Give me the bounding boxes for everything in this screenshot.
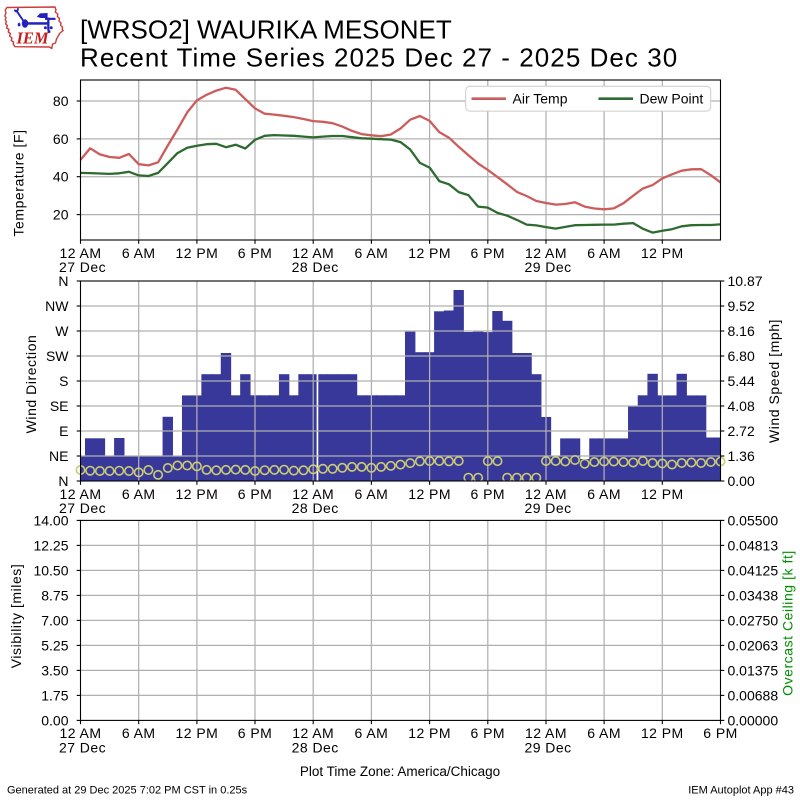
svg-text:6.80: 6.80 [728,348,755,364]
svg-text:12 PM: 12 PM [408,486,451,502]
svg-text:0.00: 0.00 [41,712,68,728]
svg-text:10.50: 10.50 [33,562,68,578]
svg-text:6 AM: 6 AM [355,725,389,741]
svg-text:0.01375: 0.01375 [728,662,779,678]
svg-text:N: N [58,273,68,289]
svg-text:1.36: 1.36 [728,448,755,464]
svg-text:N: N [58,473,68,489]
svg-text:28 Dec: 28 Dec [292,500,339,516]
svg-text:9.52: 9.52 [728,298,755,314]
svg-text:[WRSO2] WAURIKA MESONET: [WRSO2] WAURIKA MESONET [80,15,452,45]
svg-text:12 PM: 12 PM [641,725,684,741]
svg-text:Air Temp: Air Temp [513,91,568,107]
svg-text:29 Dec: 29 Dec [524,500,571,516]
svg-text:12 PM: 12 PM [641,245,684,261]
svg-text:0.00688: 0.00688 [728,687,779,703]
svg-text:Dew Point: Dew Point [640,91,704,107]
svg-text:29 Dec: 29 Dec [524,739,571,755]
svg-text:Overcast Ceiling [k ft]: Overcast Ceiling [k ft] [780,550,796,696]
svg-text:10.87: 10.87 [728,273,763,289]
svg-text:3.50: 3.50 [41,662,68,678]
svg-text:IEM Autoplot App #43: IEM Autoplot App #43 [688,785,794,797]
svg-text:12 PM: 12 PM [176,725,219,741]
svg-text:28 Dec: 28 Dec [292,259,339,275]
svg-text:6 PM: 6 PM [471,486,505,502]
svg-text:E: E [59,423,68,439]
svg-text:Plot Time Zone: America/Chicag: Plot Time Zone: America/Chicago [300,764,500,779]
svg-text:6 AM: 6 AM [122,725,156,741]
svg-text:27 Dec: 27 Dec [59,259,106,275]
svg-text:6 PM: 6 PM [471,245,505,261]
svg-text:Recent Time Series 2025 Dec 27: Recent Time Series 2025 Dec 27 - 2025 De… [80,43,678,73]
svg-text:8.16: 8.16 [728,323,755,339]
svg-text:Temperature [F]: Temperature [F] [11,129,27,236]
svg-text:6 PM: 6 PM [703,725,737,741]
svg-text:20: 20 [53,207,69,223]
svg-text:12 PM: 12 PM [641,486,684,502]
svg-text:Wind Speed [mph]: Wind Speed [mph] [766,319,782,443]
svg-text:1.75: 1.75 [41,687,68,703]
svg-text:0.02063: 0.02063 [728,637,779,653]
svg-text:12 AM: 12 AM [525,725,567,741]
svg-text:29 Dec: 29 Dec [524,259,571,275]
svg-text:6 AM: 6 AM [587,725,621,741]
svg-text:0.00: 0.00 [728,473,755,489]
svg-text:6 PM: 6 PM [238,486,272,502]
svg-text:60: 60 [53,131,69,147]
svg-text:12.25: 12.25 [33,537,68,553]
svg-text:12 AM: 12 AM [525,245,567,261]
svg-text:S: S [59,373,68,389]
svg-text:6 PM: 6 PM [238,725,272,741]
svg-text:6 AM: 6 AM [355,486,389,502]
svg-text:0.00000: 0.00000 [728,712,779,728]
svg-text:0.04125: 0.04125 [728,562,779,578]
svg-text:12 AM: 12 AM [525,486,567,502]
svg-text:40: 40 [53,169,69,185]
svg-text:12 AM: 12 AM [292,245,334,261]
svg-text:6 AM: 6 AM [587,245,621,261]
svg-text:12 PM: 12 PM [176,486,219,502]
svg-text:12 AM: 12 AM [60,725,102,741]
svg-text:NE: NE [49,448,68,464]
svg-text:28 Dec: 28 Dec [292,739,339,755]
svg-text:0.04813: 0.04813 [728,537,779,553]
svg-text:6 AM: 6 AM [122,486,156,502]
svg-text:NW: NW [45,298,69,314]
svg-text:SE: SE [50,398,69,414]
svg-text:6 PM: 6 PM [238,245,272,261]
svg-text:5.25: 5.25 [41,637,68,653]
svg-text:6 AM: 6 AM [355,245,389,261]
svg-text:Wind Direction: Wind Direction [23,335,39,434]
svg-text:W: W [55,323,69,339]
svg-text:6 AM: 6 AM [122,245,156,261]
svg-text:12 AM: 12 AM [292,486,334,502]
svg-text:12 AM: 12 AM [60,486,102,502]
svg-text:27 Dec: 27 Dec [59,739,106,755]
svg-text:12 AM: 12 AM [60,245,102,261]
svg-text:12 PM: 12 PM [176,245,219,261]
svg-text:Visibility [miles]: Visibility [miles] [8,564,24,669]
svg-text:80: 80 [53,93,69,109]
svg-text:6 AM: 6 AM [587,486,621,502]
svg-text:4.08: 4.08 [728,398,755,414]
svg-text:7.00: 7.00 [41,612,68,628]
svg-text:27 Dec: 27 Dec [59,500,106,516]
svg-text:0.02750: 0.02750 [728,612,779,628]
svg-text:0.03438: 0.03438 [728,587,779,603]
svg-text:6 PM: 6 PM [471,725,505,741]
svg-text:5.44: 5.44 [728,373,755,389]
svg-text:0.05500: 0.05500 [728,512,779,528]
svg-text:Generated at 29 Dec 2025 7:02: Generated at 29 Dec 2025 7:02 PM CST in … [7,785,248,797]
svg-text:2.72: 2.72 [728,423,755,439]
svg-text:12 PM: 12 PM [408,245,451,261]
svg-text:12 AM: 12 AM [292,725,334,741]
svg-text:IEM: IEM [16,29,50,48]
svg-text:SW: SW [46,348,69,364]
svg-text:12 PM: 12 PM [408,725,451,741]
svg-text:8.75: 8.75 [41,587,68,603]
svg-text:14.00: 14.00 [33,512,68,528]
